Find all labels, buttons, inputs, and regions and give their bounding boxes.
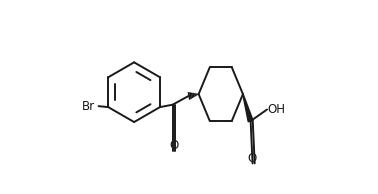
Text: Br: Br <box>82 100 95 113</box>
Polygon shape <box>243 94 253 122</box>
Text: O: O <box>169 139 178 152</box>
Text: OH: OH <box>268 103 286 116</box>
Text: O: O <box>247 152 256 165</box>
